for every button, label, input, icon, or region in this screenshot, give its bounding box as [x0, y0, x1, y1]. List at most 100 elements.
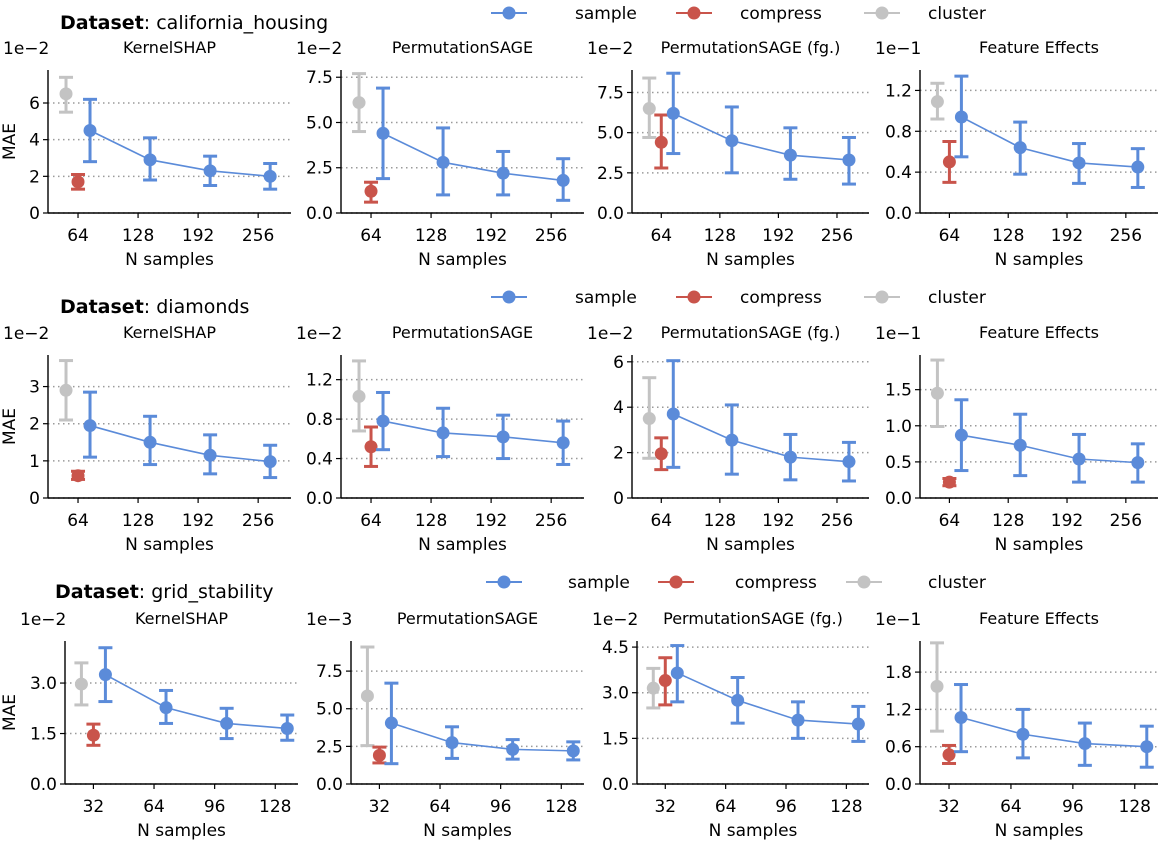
- legend-item-compress: compress: [676, 4, 822, 24]
- x-tick-label: 32: [369, 797, 391, 817]
- x-tick-label: 192: [475, 226, 507, 246]
- point-compress: [364, 184, 378, 198]
- series-cluster: [642, 76, 657, 139]
- series-line-sample: [672, 413, 850, 463]
- x-axis-label: N samples: [137, 821, 226, 841]
- x-axis-label: N samples: [706, 250, 795, 270]
- y-tick-label: 3: [29, 378, 40, 398]
- point-sample: [143, 435, 157, 449]
- legend-marker: [502, 290, 516, 304]
- y-tick-label: 0: [613, 489, 624, 509]
- x-tick-label: 192: [1051, 226, 1083, 246]
- legend-label: compress: [735, 573, 817, 593]
- y-scale-multiplier: 1e−2: [592, 610, 638, 630]
- series-sample: [954, 683, 1154, 769]
- point-compress: [71, 469, 85, 483]
- subplot-title: Feature Effects: [979, 609, 1099, 628]
- x-axis-label: N samples: [995, 250, 1084, 270]
- series-sample: [98, 646, 295, 742]
- point-sample: [496, 166, 510, 180]
- point-compress: [71, 175, 85, 189]
- dataset-colon: :: [144, 296, 156, 318]
- y-axis-label: MAE: [0, 694, 20, 731]
- point-sample: [725, 433, 739, 447]
- legend-label: cluster: [928, 573, 986, 593]
- y-tick-label: 1.8: [885, 663, 912, 683]
- point-sample: [203, 448, 217, 462]
- point-sample: [851, 717, 865, 731]
- dataset-label: Dataset: [60, 12, 144, 34]
- legend-item-cluster: cluster: [864, 288, 986, 308]
- subplot-6: 0 2 4 6 64 128 192 256 PermutationSAGE (fg.) 1e−2…: [587, 323, 869, 555]
- series-sample: [376, 86, 571, 202]
- y-tick-label: 6: [29, 94, 40, 114]
- point-cluster: [74, 677, 88, 691]
- point-sample: [725, 134, 739, 148]
- point-compress: [654, 447, 668, 461]
- x-axis-label: N samples: [125, 250, 214, 270]
- x-tick-label: 32: [654, 797, 676, 817]
- series-cluster: [59, 75, 74, 114]
- x-tick-label: 256: [1110, 511, 1142, 531]
- x-tick-label: 96: [490, 797, 512, 817]
- point-compress: [372, 748, 386, 762]
- x-tick-label: 64: [360, 226, 382, 246]
- dataset-header: Dataset: grid_stability: [55, 581, 274, 603]
- series-cluster: [360, 645, 375, 748]
- x-tick-label: 64: [650, 226, 672, 246]
- series-line-sample: [961, 434, 1138, 464]
- series-cluster: [930, 81, 945, 121]
- series-cluster: [74, 661, 89, 707]
- legend-item-compress: compress: [676, 288, 822, 308]
- legend-marker: [875, 6, 889, 20]
- legend-label: sample: [575, 4, 637, 24]
- legend: sample compress cluster: [491, 288, 986, 308]
- series-compress: [942, 475, 957, 489]
- series-cluster: [352, 359, 367, 433]
- x-tick-label: 256: [535, 511, 567, 531]
- legend-marker: [687, 290, 701, 304]
- y-tick-label: 1.2: [306, 371, 333, 391]
- y-tick-label: 7.5: [306, 68, 333, 88]
- subplot-10: 0.0 1.5 3.0 4.5 32 64 96 128 PermutationSAGE (fg…: [592, 609, 869, 841]
- point-cluster: [930, 679, 944, 693]
- x-tick-label: 64: [939, 226, 961, 246]
- dataset-colon: :: [139, 581, 151, 603]
- subplot-11: 0.0 0.6 1.2 1.8 32 64 96 128 Feature Effects 1e−1…: [875, 609, 1158, 841]
- dataset-name: california_housing: [156, 12, 328, 34]
- series-compress: [364, 180, 379, 204]
- y-scale-multiplier: 1e−3: [306, 610, 352, 630]
- x-tick-label: 64: [939, 511, 961, 531]
- subplot-title: Feature Effects: [979, 38, 1099, 57]
- point-sample: [954, 428, 968, 442]
- point-compress: [942, 155, 956, 169]
- x-tick-label: 96: [775, 797, 797, 817]
- y-tick-label: 2.5: [597, 164, 624, 184]
- dataset-name: diamonds: [156, 296, 249, 318]
- series-line-sample: [382, 420, 564, 444]
- x-tick-label: 128: [704, 511, 736, 531]
- point-cluster: [642, 102, 656, 116]
- legend-marker: [502, 6, 516, 20]
- series-compress: [658, 656, 673, 707]
- legend-item-cluster: cluster: [846, 573, 986, 593]
- legend-label: cluster: [928, 288, 986, 308]
- point-sample: [954, 110, 968, 124]
- point-sample: [670, 666, 684, 680]
- legend-item-sample: sample: [491, 4, 637, 24]
- point-sample: [954, 710, 968, 724]
- x-axis-label: N samples: [418, 535, 507, 555]
- x-axis-label: N samples: [418, 250, 507, 270]
- y-scale-multiplier: 1e−2: [587, 324, 633, 344]
- y-tick-label: 2.5: [316, 737, 343, 757]
- point-sample: [203, 164, 217, 178]
- x-tick-label: 256: [821, 511, 853, 531]
- x-tick-label: 128: [992, 511, 1024, 531]
- x-tick-label: 256: [242, 511, 274, 531]
- legend-label: cluster: [928, 4, 986, 24]
- dataset-title: Dataset: california_housing: [60, 12, 328, 34]
- legend-label: compress: [740, 4, 822, 24]
- y-tick-label: 5.0: [597, 124, 624, 144]
- subplot-2: 0.0 2.5 5.0 7.5 64 128 192 256 PermutationSAGE (…: [587, 38, 869, 270]
- x-tick-label: 192: [182, 511, 214, 531]
